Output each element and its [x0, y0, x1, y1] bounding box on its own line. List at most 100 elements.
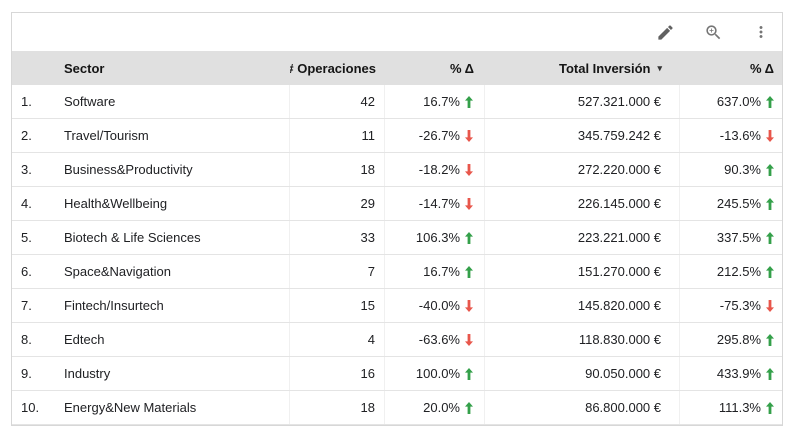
- row-rank: 10.: [21, 400, 40, 415]
- operations-cell: 4: [290, 323, 385, 356]
- investment-delta-cell: 295.8%: [680, 323, 782, 356]
- trend-arrow-icon: [766, 129, 774, 142]
- total-investment-cell: 345.759.242 €: [485, 119, 680, 152]
- header-sector[interactable]: Sector: [64, 60, 105, 76]
- operations-delta-cell: -63.6%: [385, 323, 485, 356]
- investment-delta-cell: 637.0%: [680, 85, 782, 118]
- sector-cell: Energy&New Materials: [52, 391, 290, 424]
- total-investment-cell: 145.820.000 €: [485, 289, 680, 322]
- operations-delta-cell: 106.3%: [385, 221, 485, 254]
- trend-arrow-icon: [766, 265, 774, 278]
- operations-delta-cell: 16.7%: [385, 85, 485, 118]
- sector-cell: Fintech/Insurtech: [52, 289, 290, 322]
- table-row: 8. Edtech 4 -63.6% 118.830.000 € 295.8%: [12, 323, 782, 357]
- table-row: 10. Energy&New Materials 18 20.0% 86.800…: [12, 391, 782, 425]
- trend-arrow-icon: [766, 401, 774, 414]
- report-table-card: Sector # Operaciones % Δ Total Inversión…: [11, 12, 783, 426]
- investment-delta-cell: 245.5%: [680, 187, 782, 220]
- table-body: 1. Software 42 16.7% 527.321.000 € 637.0…: [12, 85, 782, 425]
- operations-cell: 18: [290, 153, 385, 186]
- operations-cell: 7: [290, 255, 385, 288]
- sector-cell: Software: [52, 85, 290, 118]
- table-row: 6. Space&Navigation 7 16.7% 151.270.000 …: [12, 255, 782, 289]
- total-investment-cell: 86.800.000 €: [485, 391, 680, 424]
- operations-cell: 18: [290, 391, 385, 424]
- trend-arrow-icon: [766, 367, 774, 380]
- trend-arrow-icon: [465, 163, 473, 176]
- more-options-button[interactable]: [750, 21, 772, 43]
- sector-cell: Space&Navigation: [52, 255, 290, 288]
- trend-arrow-icon: [766, 163, 774, 176]
- operations-delta-cell: -14.7%: [385, 187, 485, 220]
- table-row: 3. Business&Productivity 18 -18.2% 272.2…: [12, 153, 782, 187]
- sector-cell: Edtech: [52, 323, 290, 356]
- table-header-row: Sector # Operaciones % Δ Total Inversión…: [12, 51, 782, 85]
- total-investment-cell: 527.321.000 €: [485, 85, 680, 118]
- trend-arrow-icon: [465, 265, 473, 278]
- row-rank: 1.: [21, 94, 32, 109]
- trend-arrow-icon: [766, 231, 774, 244]
- operations-cell: 15: [290, 289, 385, 322]
- investment-delta-cell: 90.3%: [680, 153, 782, 186]
- trend-arrow-icon: [465, 129, 473, 142]
- zoom-in-icon: [704, 23, 723, 42]
- trend-arrow-icon: [766, 299, 774, 312]
- total-investment-cell: 118.830.000 €: [485, 323, 680, 356]
- investment-delta-cell: -13.6%: [680, 119, 782, 152]
- sector-cell: Health&Wellbeing: [52, 187, 290, 220]
- operations-delta-cell: 100.0%: [385, 357, 485, 390]
- trend-arrow-icon: [465, 231, 473, 244]
- row-rank: 4.: [21, 196, 32, 211]
- table-row: 9. Industry 16 100.0% 90.050.000 € 433.9…: [12, 357, 782, 391]
- header-total-label: Total Inversión: [558, 60, 651, 76]
- trend-arrow-icon: [766, 197, 774, 210]
- operations-delta-cell: -26.7%: [385, 119, 485, 152]
- investment-delta-cell: 212.5%: [680, 255, 782, 288]
- row-rank: 6.: [21, 264, 32, 279]
- operations-cell: 42: [290, 85, 385, 118]
- header-investment-delta[interactable]: % Δ: [749, 60, 774, 76]
- pencil-icon: [656, 23, 675, 42]
- table-row: 1. Software 42 16.7% 527.321.000 € 637.0…: [12, 85, 782, 119]
- sector-cell: Industry: [52, 357, 290, 390]
- row-rank: 5.: [21, 230, 32, 245]
- header-operations[interactable]: # Operaciones: [290, 60, 376, 76]
- trend-arrow-icon: [465, 333, 473, 346]
- widget-toolbar: [12, 13, 782, 51]
- investment-delta-cell: 433.9%: [680, 357, 782, 390]
- header-total-investment[interactable]: Total Inversión ▾: [485, 51, 680, 85]
- operations-delta-cell: -40.0%: [385, 289, 485, 322]
- row-rank: 7.: [21, 298, 32, 313]
- operations-cell: 11: [290, 119, 385, 152]
- trend-arrow-icon: [766, 95, 774, 108]
- total-investment-cell: 226.145.000 €: [485, 187, 680, 220]
- operations-cell: 16: [290, 357, 385, 390]
- operations-delta-cell: 20.0%: [385, 391, 485, 424]
- sort-desc-icon: ▾: [657, 62, 662, 73]
- row-rank: 3.: [21, 162, 32, 177]
- operations-cell: 33: [290, 221, 385, 254]
- operations-delta-cell: 16.7%: [385, 255, 485, 288]
- trend-arrow-icon: [465, 197, 473, 210]
- header-rank: [12, 51, 52, 85]
- operations-cell: 29: [290, 187, 385, 220]
- row-rank: 8.: [21, 332, 32, 347]
- trend-arrow-icon: [465, 95, 473, 108]
- investment-delta-cell: 337.5%: [680, 221, 782, 254]
- investment-delta-cell: -75.3%: [680, 289, 782, 322]
- table-row: 5. Biotech & Life Sciences 33 106.3% 223…: [12, 221, 782, 255]
- trend-arrow-icon: [766, 333, 774, 346]
- total-investment-cell: 272.220.000 €: [485, 153, 680, 186]
- trend-arrow-icon: [465, 367, 473, 380]
- header-operations-delta[interactable]: % Δ: [449, 60, 474, 76]
- trend-arrow-icon: [465, 299, 473, 312]
- sector-cell: Travel/Tourism: [52, 119, 290, 152]
- zoom-explore-button[interactable]: [702, 21, 724, 43]
- trend-arrow-icon: [465, 401, 473, 414]
- total-investment-cell: 90.050.000 €: [485, 357, 680, 390]
- edit-button[interactable]: [654, 21, 676, 43]
- sector-cell: Biotech & Life Sciences: [52, 221, 290, 254]
- row-rank: 9.: [21, 366, 32, 381]
- total-investment-cell: 151.270.000 €: [485, 255, 680, 288]
- row-rank: 2.: [21, 128, 32, 143]
